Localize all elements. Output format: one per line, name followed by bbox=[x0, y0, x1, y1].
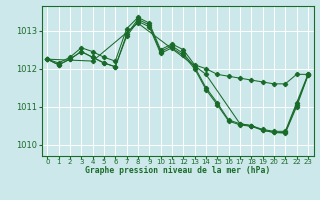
X-axis label: Graphe pression niveau de la mer (hPa): Graphe pression niveau de la mer (hPa) bbox=[85, 166, 270, 175]
